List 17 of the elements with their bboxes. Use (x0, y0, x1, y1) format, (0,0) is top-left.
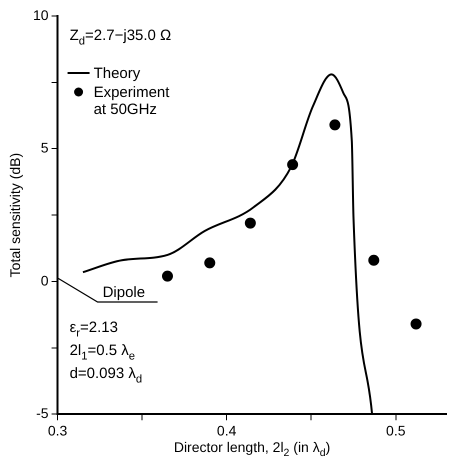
point (162, 270, 173, 282)
legend-label: Theory (94, 65, 141, 82)
point (368, 254, 380, 266)
annotation: Dipole (102, 284, 146, 301)
y-tick-label: -5 (36, 405, 49, 422)
y-axis-title: Total sensitivity (dB) (7, 152, 23, 278)
point (329, 119, 340, 130)
point (204, 257, 216, 268)
point (244, 218, 256, 229)
x-tick-label: 0.3 (48, 422, 68, 438)
y-tick-label: 10 (32, 6, 49, 23)
x-tick-label: 0.4 (216, 422, 237, 438)
x-tick-label: 0.5 (386, 422, 406, 438)
y-tick-label: 5 (40, 140, 49, 156)
y-tick-label: 0 (40, 272, 49, 288)
point (410, 318, 422, 330)
legend-label: Experiment at 50GHz (94, 84, 170, 118)
